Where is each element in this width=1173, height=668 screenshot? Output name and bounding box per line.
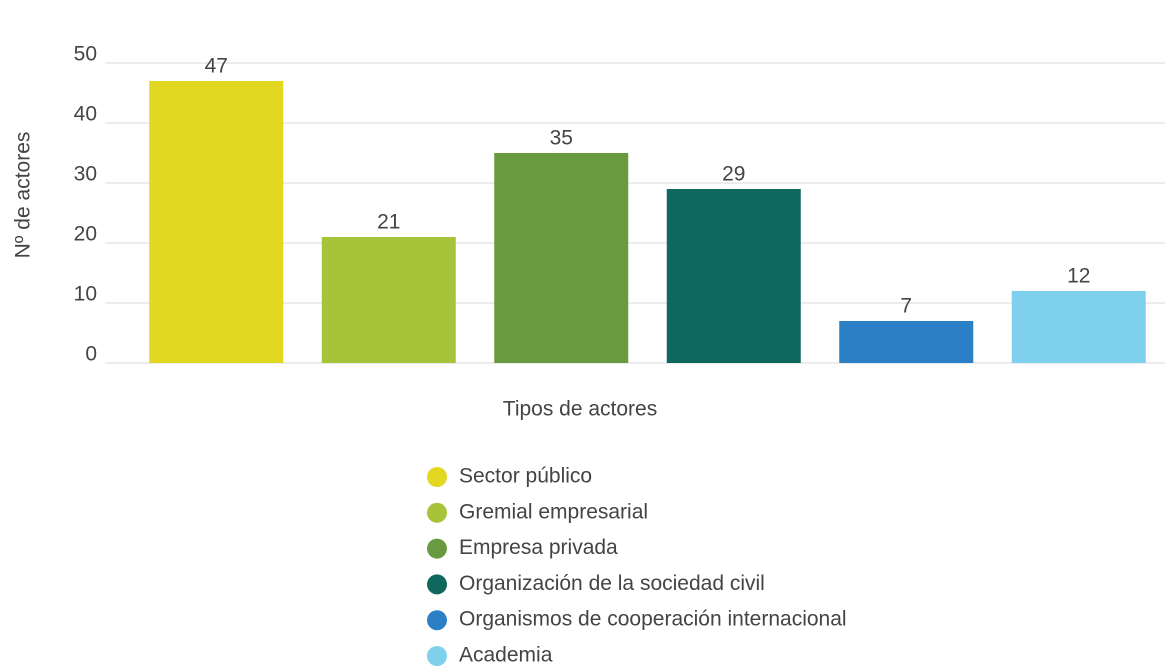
y-tick-label: 20 <box>74 223 97 246</box>
legend-marker <box>427 646 447 666</box>
bar <box>839 321 974 363</box>
legend-label: Empresa privada <box>459 536 618 559</box>
data-label: 21 <box>377 211 400 234</box>
legend-label: Gremial empresarial <box>459 500 648 523</box>
legend-marker <box>427 610 447 631</box>
legend-marker <box>427 538 447 559</box>
legend-label: Academia <box>459 644 553 667</box>
legend-marker <box>427 467 447 487</box>
bar <box>321 237 456 363</box>
y-tick-label: 50 <box>74 43 97 66</box>
x-axis-label: Tipos de actores <box>503 398 657 421</box>
legend-label: Organismos de cooperación internacional <box>459 608 847 631</box>
legend-marker <box>427 502 447 523</box>
data-label: 47 <box>205 55 228 78</box>
legend-marker <box>427 574 447 595</box>
y-tick-label: 0 <box>85 343 97 366</box>
legend-label: Sector público <box>459 465 592 488</box>
data-label: 12 <box>1067 265 1090 288</box>
y-tick-label: 30 <box>74 163 97 186</box>
bar <box>666 189 801 363</box>
bar <box>1011 291 1146 363</box>
bar <box>149 81 284 363</box>
data-label: 35 <box>550 127 573 150</box>
y-axis-label: Nº de actores <box>12 132 35 259</box>
data-label: 7 <box>900 295 912 318</box>
bar <box>494 153 629 363</box>
legend-label: Organización de la sociedad civil <box>459 572 765 595</box>
y-tick-label: 10 <box>74 283 97 306</box>
y-tick-label: 40 <box>74 103 97 126</box>
data-label: 29 <box>722 163 745 186</box>
